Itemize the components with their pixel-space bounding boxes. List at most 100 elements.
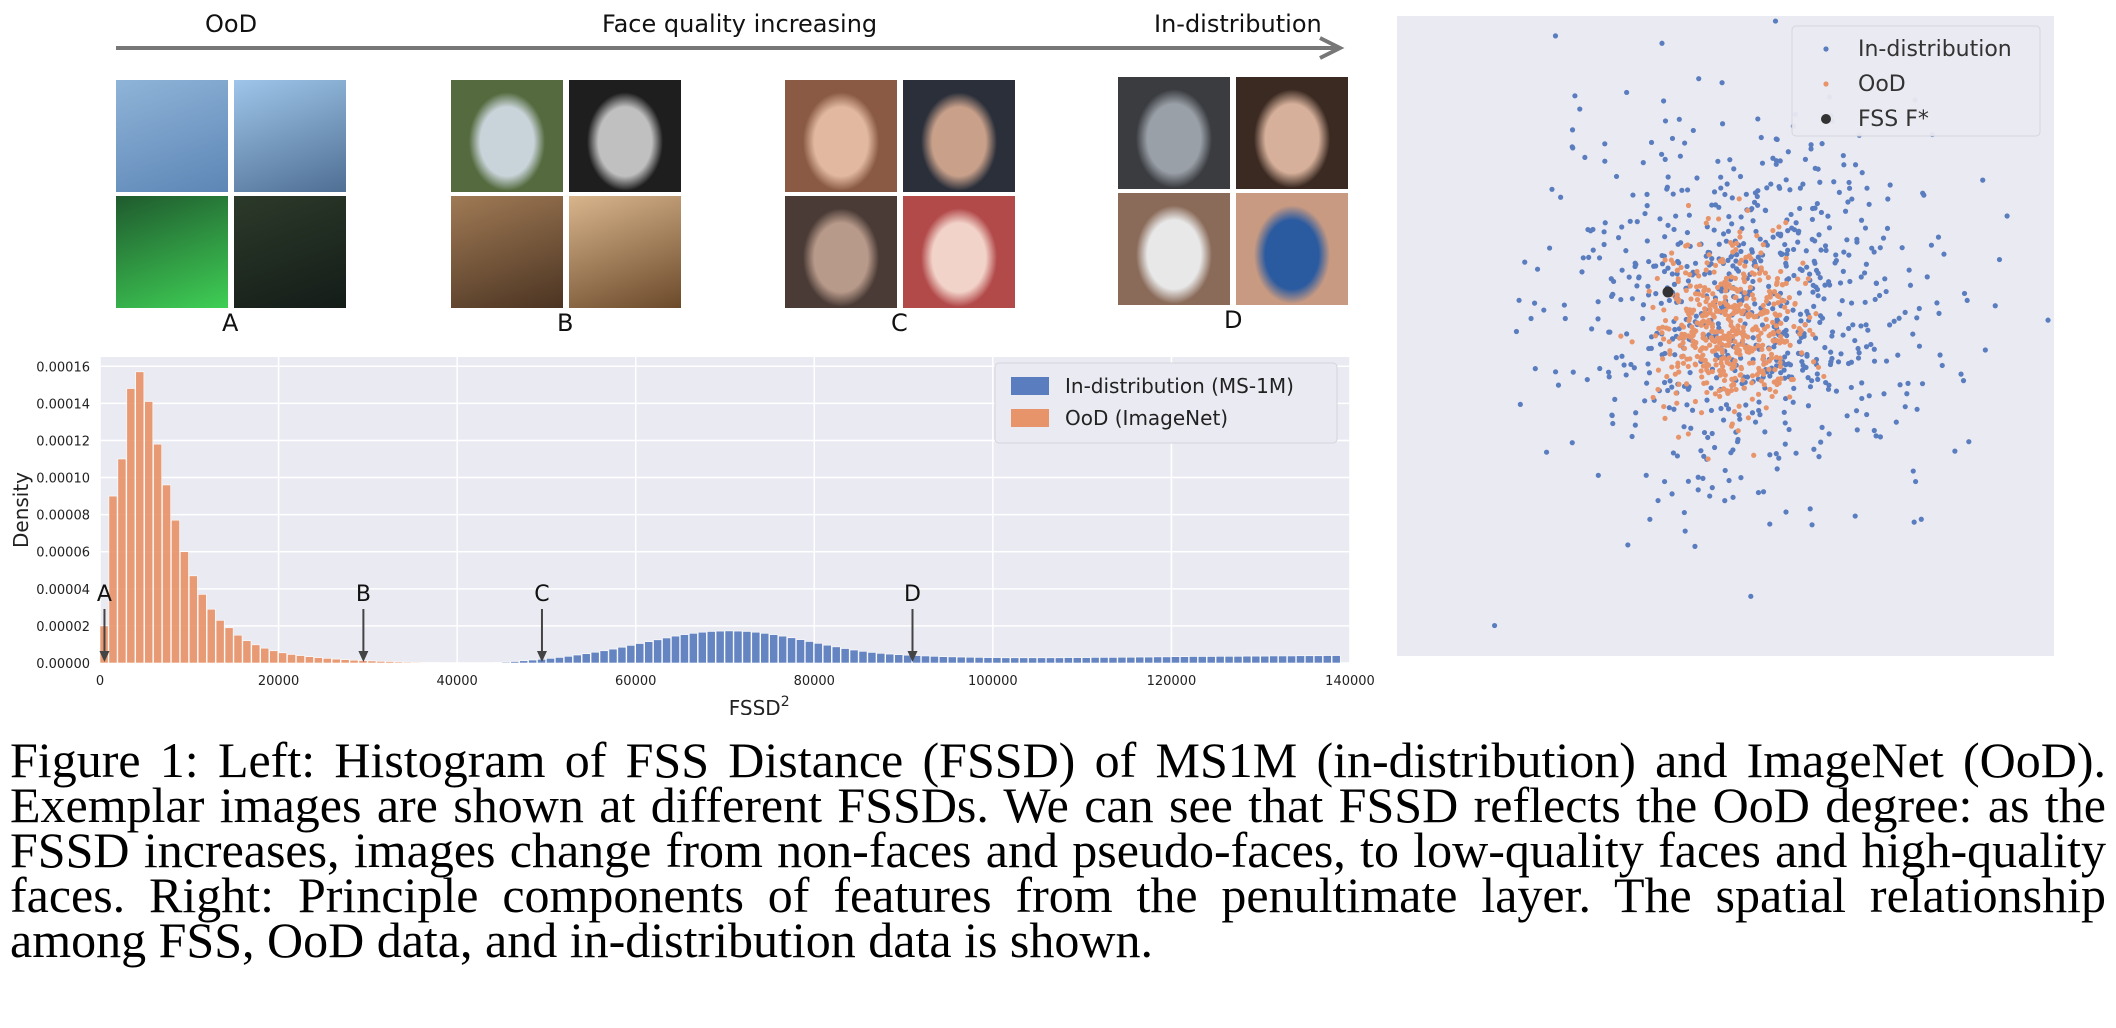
scatter-point [1840, 332, 1846, 338]
scatter-point [1770, 234, 1776, 240]
scatter-point [1685, 202, 1692, 209]
group-letter-d: D [1224, 306, 1243, 334]
scatter-point [1709, 256, 1715, 262]
legend-label: In-distribution [1858, 37, 2012, 62]
scatter-point [1549, 186, 1555, 192]
scatter-point [1685, 278, 1692, 284]
scatter-point [1772, 389, 1779, 395]
histogram-bar [653, 639, 662, 664]
scatter-point [1916, 305, 1922, 312]
scatter-point [1602, 220, 1608, 226]
scatter-point [1652, 333, 1659, 339]
scatter-point [1841, 249, 1847, 255]
histogram-bar [608, 648, 618, 664]
scatter-point [1634, 283, 1640, 289]
histogram-bar [322, 658, 332, 664]
scatter-point [1779, 282, 1785, 288]
scatter-point [1806, 271, 1813, 277]
scatter-point [1678, 264, 1684, 271]
scatter-point [1759, 322, 1766, 328]
scatter-point [1737, 317, 1743, 324]
scatter-point [1813, 311, 1819, 317]
scatter-point [1743, 254, 1749, 260]
scatter-point [1684, 229, 1691, 236]
scatter-point [1734, 439, 1741, 445]
scatter-point [1937, 352, 1943, 358]
scatter-point [1767, 294, 1773, 300]
scatter-point [1742, 263, 1748, 269]
histogram-bar [1108, 657, 1118, 664]
scatter-point [1763, 207, 1769, 214]
scatter-point [1980, 177, 1986, 183]
scatter-point [1728, 423, 1735, 429]
scatter-point [1740, 338, 1746, 344]
scatter-point [1675, 298, 1682, 305]
scatter-point [1807, 506, 1813, 512]
scatter-point [1778, 376, 1784, 382]
scatter-point [1738, 257, 1745, 263]
histogram-bar [867, 652, 877, 664]
scatter-point [1736, 196, 1742, 202]
scatter-point [1731, 310, 1737, 316]
scatter-point [1700, 292, 1706, 299]
scatter-point [1690, 127, 1696, 134]
scatter-legend [1791, 25, 2041, 137]
scatter-point [1737, 173, 1744, 180]
scatter-point [1717, 372, 1724, 378]
scatter-point [1760, 356, 1766, 362]
histogram-bar [992, 657, 1002, 664]
scatter-point [1590, 247, 1596, 253]
scatter-point [1631, 365, 1637, 371]
scatter-point [1717, 338, 1723, 345]
scatter-point [1675, 360, 1681, 366]
scatter-point [1928, 242, 1935, 248]
histogram-bar [1171, 656, 1180, 664]
scatter-point [1690, 342, 1696, 348]
scatter-point [1732, 358, 1738, 364]
scatter-point [1743, 191, 1749, 197]
stairs-photo [116, 80, 228, 192]
scatter-point [1640, 302, 1647, 308]
scatter-point [1910, 331, 1916, 337]
scatter-point [1810, 359, 1817, 365]
scatter-point [1778, 268, 1784, 275]
scatter-point [1720, 417, 1727, 423]
scatter-point [1709, 368, 1716, 375]
scatter-point [1720, 368, 1727, 374]
scatter-point [1919, 381, 1926, 387]
scatter-point [1782, 241, 1788, 248]
y-tick-label: 0.00010 [36, 472, 90, 487]
scatter-point [1683, 381, 1690, 387]
scatter-point [1683, 287, 1689, 293]
y-tick-label: 0.00016 [36, 360, 90, 375]
scatter-point [1812, 205, 1818, 211]
scatter-point [1703, 299, 1709, 305]
histogram-bar [769, 634, 779, 664]
scatter-point [1814, 371, 1820, 377]
scatter-point [1864, 185, 1870, 191]
fssd-histogram: 0 20000 40000 60000 80000 100000 120000 140000 0… [9, 357, 1375, 715]
scatter-point [1833, 252, 1839, 258]
scatter-point [1704, 389, 1710, 396]
scatter-point [1749, 249, 1755, 255]
scatter-point [1659, 330, 1665, 336]
scatter-point [1623, 248, 1629, 254]
scatter-point [1735, 268, 1742, 274]
scatter-point [1646, 258, 1652, 265]
scatter-point [1754, 202, 1761, 208]
scatter-point [1805, 375, 1811, 381]
scatter-point [1630, 192, 1636, 198]
scatter-point [1655, 497, 1661, 504]
histogram-bar [492, 662, 502, 664]
scatter-point [1871, 358, 1878, 364]
scatter-point [1517, 401, 1523, 408]
histogram-bar [126, 388, 136, 664]
scatter-point [1829, 333, 1835, 339]
scatter-point [1718, 185, 1724, 191]
series-ood [99, 371, 439, 664]
scatter-point [1669, 491, 1675, 497]
histogram-bar [278, 652, 288, 664]
scatter-point [1755, 333, 1761, 340]
scatter-point [1703, 324, 1709, 330]
scatter-point [1796, 339, 1803, 345]
